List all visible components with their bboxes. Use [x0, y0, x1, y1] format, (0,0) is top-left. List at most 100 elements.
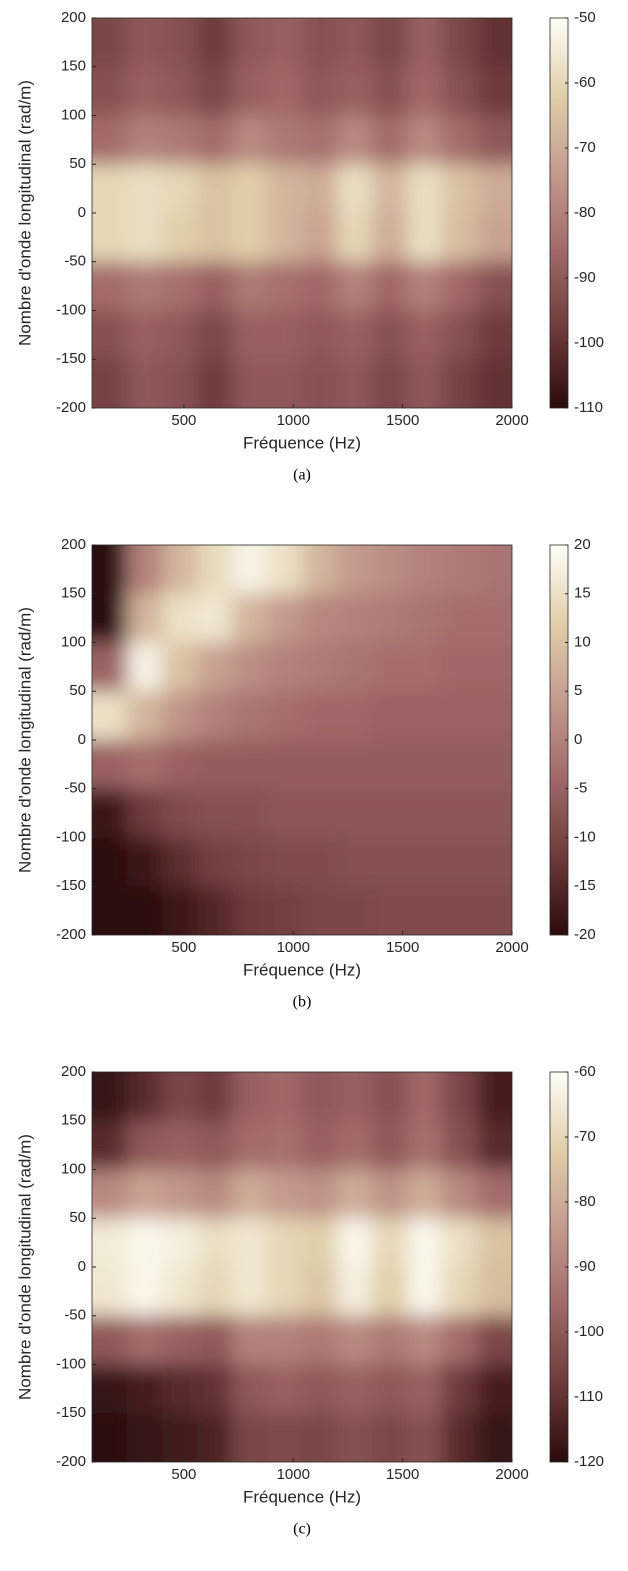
heat-cell — [232, 545, 268, 595]
heat-cell — [267, 164, 303, 214]
y-tick-label: 100 — [61, 633, 86, 650]
heat-cell — [442, 359, 478, 408]
heat-cell — [232, 1364, 268, 1414]
heat-cell — [477, 788, 512, 838]
heat-cell — [302, 642, 338, 692]
heat-cell — [477, 593, 512, 643]
colorbar-tick-label: -5 — [574, 780, 587, 797]
heat-cell — [372, 1072, 408, 1122]
heat-cell — [197, 886, 233, 935]
heat-cell — [267, 1315, 303, 1365]
heat-cell — [127, 886, 163, 935]
heat-cell — [442, 1120, 478, 1170]
heat-cell — [442, 593, 478, 643]
heat-cell — [372, 1413, 408, 1462]
heat-cell — [337, 691, 373, 741]
heat-cell — [197, 1364, 233, 1414]
heat-cell — [162, 886, 198, 935]
heat-cell — [407, 359, 443, 408]
heat-cell — [407, 837, 443, 887]
heat-cell — [267, 359, 303, 408]
heat-cell — [477, 66, 512, 116]
colorbar-tick-label: -10 — [574, 828, 596, 845]
heat-cell — [127, 740, 163, 790]
x-tick-label: 500 — [171, 939, 196, 956]
heat-cell — [127, 310, 163, 360]
heat-cell — [372, 1169, 408, 1219]
heat-cell — [162, 642, 198, 692]
heatmap — [92, 1072, 512, 1462]
heat-cell — [162, 1364, 198, 1414]
heat-cell — [477, 740, 512, 790]
y-tick-label: -100 — [56, 1355, 86, 1372]
y-tick-label: 200 — [61, 9, 86, 26]
heat-cell — [477, 1315, 512, 1365]
y-tick-label: 200 — [61, 536, 86, 553]
heat-cell — [267, 545, 303, 595]
heat-cell — [477, 1218, 512, 1268]
heat-cell — [477, 1364, 512, 1414]
heat-cell — [92, 545, 128, 595]
heat-cell — [477, 1169, 512, 1219]
heat-cell — [162, 66, 198, 116]
heat-cell — [442, 261, 478, 311]
heat-cell — [442, 1315, 478, 1365]
colorbar-tick-label: -110 — [574, 399, 603, 416]
colorbar-tick-label: 0 — [574, 731, 582, 748]
y-axis-label: Nombre d'onde longitudinal (rad/m) — [15, 607, 34, 873]
heat-cell — [92, 1218, 128, 1268]
heat-cell — [302, 1413, 338, 1462]
heat-cell — [232, 1315, 268, 1365]
heat-cell — [442, 740, 478, 790]
heat-cell — [232, 886, 268, 935]
heat-cell — [197, 18, 233, 68]
heat-cell — [232, 310, 268, 360]
heat-cell — [407, 691, 443, 741]
heat-cell — [442, 66, 478, 116]
heat-cell — [372, 837, 408, 887]
heat-cell — [162, 545, 198, 595]
heat-cell — [477, 164, 512, 214]
x-tick-label: 1000 — [277, 939, 310, 956]
heat-cell — [372, 115, 408, 165]
heat-cell — [92, 18, 128, 68]
heat-cell — [302, 545, 338, 595]
y-tick-label: 100 — [61, 1160, 86, 1177]
heat-cell — [197, 1413, 233, 1462]
heat-cell — [337, 837, 373, 887]
colorbar-tick-label: -15 — [574, 877, 596, 894]
heat-cell — [372, 1120, 408, 1170]
heat-cell — [407, 115, 443, 165]
y-tick-label: 50 — [69, 682, 86, 699]
heat-cell — [162, 593, 198, 643]
heat-cell — [127, 837, 163, 887]
heat-cell — [337, 66, 373, 116]
heat-cell — [197, 593, 233, 643]
heat-cell — [162, 1072, 198, 1122]
colorbar-tick-label: -70 — [574, 1128, 596, 1145]
colorbar-tick-label: -80 — [574, 1193, 596, 1210]
y-tick-label: 100 — [61, 106, 86, 123]
heat-cell — [337, 1267, 373, 1317]
heatmap — [92, 545, 512, 935]
heat-cell — [267, 1413, 303, 1462]
heat-cell — [162, 1315, 198, 1365]
heat-cell — [197, 740, 233, 790]
y-tick-label: 50 — [69, 155, 86, 172]
y-tick-label: -50 — [64, 780, 86, 797]
heat-cell — [197, 213, 233, 263]
heat-cell — [127, 115, 163, 165]
heat-cell — [197, 642, 233, 692]
heat-cell — [162, 213, 198, 263]
heat-cell — [92, 1267, 128, 1317]
y-tick-label: -200 — [56, 926, 86, 943]
caption: (b) — [293, 994, 312, 1011]
heat-cell — [162, 115, 198, 165]
heat-cell — [442, 164, 478, 214]
heat-cell — [197, 1072, 233, 1122]
heat-cell — [197, 261, 233, 311]
heat-cell — [162, 1413, 198, 1462]
heat-cell — [302, 1072, 338, 1122]
heat-cell — [442, 545, 478, 595]
heat-cell — [372, 1364, 408, 1414]
